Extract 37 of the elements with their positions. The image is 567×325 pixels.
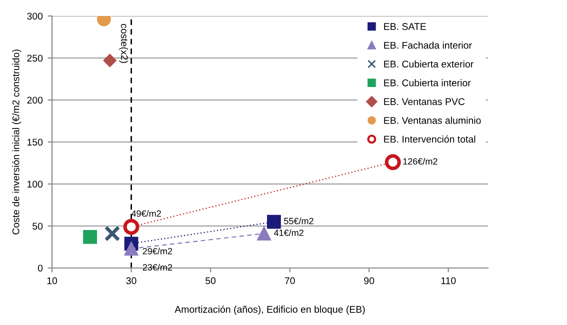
point xyxy=(103,54,116,68)
annotation: 23€/m2 xyxy=(142,264,172,271)
x-axis-title: Amortización (años), Edificio en bloque (EB) xyxy=(174,306,365,315)
y-axis-title: Coste de inversión inicial (€/m2 construido) xyxy=(12,50,22,234)
legend-label: EB. Ventanas aluminio xyxy=(384,116,481,124)
y-tick-label: 300 xyxy=(27,12,43,20)
point xyxy=(123,218,140,235)
x-tick-label: 110 xyxy=(441,277,456,284)
point xyxy=(267,214,281,229)
legend-label: EB. Cubierta exterior xyxy=(384,60,474,68)
y-tick-label: 100 xyxy=(27,180,43,188)
x-tick-label: 70 xyxy=(284,277,295,284)
x-tick-label: 50 xyxy=(206,277,216,284)
point xyxy=(257,226,271,241)
annotation: 29€/m2 xyxy=(142,248,172,254)
legend-label: EB. Fachada interior xyxy=(384,42,472,49)
annotation: 49€/m2 xyxy=(131,210,161,217)
point xyxy=(384,154,401,170)
point xyxy=(83,230,97,244)
y-tick-label: 0 xyxy=(38,264,43,272)
point xyxy=(124,242,138,256)
annotation: 41€/m2 xyxy=(274,229,304,236)
legend-label: EB. Cubierta interior xyxy=(384,79,471,86)
legend-label: EB. Intervención total xyxy=(384,135,476,143)
y-tick-label: 150 xyxy=(27,138,43,146)
ref-line-label: coste(x2) xyxy=(119,24,128,63)
y-tick-label: 200 xyxy=(27,96,43,104)
annotation: 55€/m2 xyxy=(284,218,314,224)
x-tick-label: 10 xyxy=(47,277,58,284)
y-tick-label: 50 xyxy=(32,222,43,230)
legend-label: EB. Ventanas PVC xyxy=(384,98,465,106)
x-tick-label: 30 xyxy=(126,277,136,284)
legend-label: EB. SATE xyxy=(384,23,426,30)
x-tick-label: 90 xyxy=(364,277,374,284)
point xyxy=(104,226,120,242)
y-tick-label: 250 xyxy=(27,54,43,62)
annotation: 126€/m2 xyxy=(403,158,438,165)
